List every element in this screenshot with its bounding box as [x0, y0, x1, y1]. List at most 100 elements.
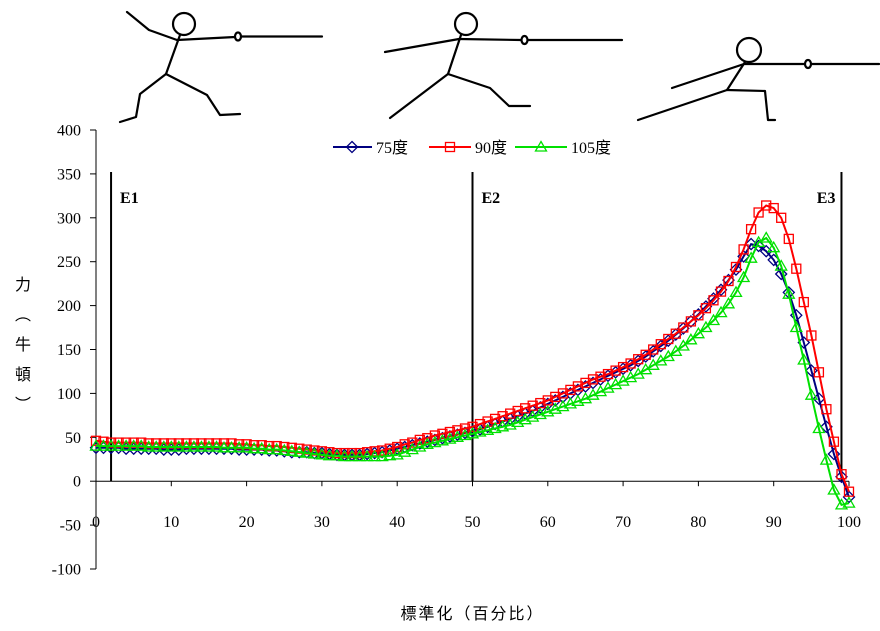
series-2-point: [474, 418, 486, 430]
series-2-point: [715, 286, 727, 297]
fencer-front-leg: [164, 72, 242, 117]
series-2-point: [587, 374, 599, 385]
y-tick-label: 300: [57, 210, 81, 227]
series-3-point: [345, 449, 359, 462]
series-3-point: [842, 496, 856, 508]
series-2-point: [700, 303, 712, 314]
series-2-point: [693, 310, 704, 321]
series-2-point: [444, 426, 456, 438]
series-3-point: [255, 441, 269, 454]
series-3-point: [164, 440, 178, 452]
series-2-point: [437, 428, 448, 439]
fencer-torso: [446, 33, 463, 76]
series-1-point: [661, 334, 675, 348]
sword-guard-icon: [520, 34, 529, 46]
series-3-point: [247, 441, 261, 454]
series-2-point: [828, 436, 840, 447]
series-2-point: [376, 445, 388, 456]
fencer-back-arm: [383, 37, 461, 54]
series-3-point: [782, 287, 796, 299]
series-3-point: [315, 448, 329, 460]
series-3-point: [691, 326, 706, 339]
x-tick-label: 100: [837, 514, 861, 531]
series-2-point: [429, 430, 441, 441]
x-tick-label: 40: [389, 514, 405, 531]
series-2-point: [753, 207, 764, 218]
series-2-point: [663, 333, 674, 345]
series-3-point: [375, 449, 389, 462]
series-2-point: [723, 275, 734, 287]
series-3-point: [797, 353, 811, 365]
series-3-point: [337, 449, 352, 462]
series-3-point: [187, 440, 201, 452]
series-1-point: [804, 364, 818, 378]
series-2-point: [806, 330, 817, 341]
series-3-point: [428, 435, 442, 448]
series-2-point: [655, 339, 666, 350]
y-tick-label: 200: [57, 298, 81, 315]
y-axis-title: 力（牛頓）: [12, 276, 29, 426]
y-tick-label: -100: [52, 562, 81, 579]
series-3-point: [804, 388, 819, 400]
series-3-point: [232, 441, 246, 453]
series-2-point: [542, 395, 553, 406]
legend-marker: [345, 140, 359, 154]
series-2-point: [399, 439, 410, 450]
series-3-point: [104, 439, 118, 451]
series-1-point: [669, 328, 683, 342]
series-3-point: [458, 428, 472, 441]
series-3-point: [285, 444, 299, 456]
series-3-point: [89, 439, 103, 451]
x-tick-label: 70: [615, 514, 631, 531]
fencer-front-leg: [725, 88, 777, 122]
legend-item-2: 90度: [429, 139, 507, 157]
series-2-point: [813, 367, 825, 378]
series-3-point: [744, 251, 758, 263]
series-3: [89, 231, 856, 510]
series-2-point: [843, 486, 855, 497]
series-3-point: [759, 231, 773, 243]
series-3-point: [157, 440, 171, 452]
series-3-point: [119, 439, 133, 451]
series-2-point: [610, 365, 621, 376]
sword-guard-icon: [803, 58, 813, 70]
series-3-point: [217, 441, 231, 453]
series-3-point: [684, 333, 698, 345]
fencer-head: [171, 11, 197, 37]
series-2-point: [783, 233, 794, 245]
y-tick-label: 350: [57, 166, 81, 183]
series-1-point: [676, 321, 690, 335]
y-tick-label: -50: [60, 518, 81, 535]
series-3-point: [239, 441, 254, 453]
series-3-point: [270, 442, 284, 455]
series-2-point: [602, 368, 614, 380]
fencer-rear-leg: [118, 72, 168, 124]
series-2-point: [467, 421, 478, 432]
series-2-point: [535, 397, 546, 409]
series-3-point: [300, 446, 314, 458]
x-tick-label: 30: [314, 514, 330, 531]
y-tick-label: 0: [73, 474, 81, 491]
series-3-point: [420, 437, 434, 449]
series-2-point: [648, 344, 659, 355]
series-1-point: [835, 470, 848, 484]
series-3-point: [367, 449, 382, 462]
x-tick-label: 60: [540, 514, 556, 531]
series-3-point: [111, 439, 126, 451]
series-1-point: [842, 490, 856, 504]
y-tick-label: 150: [57, 342, 81, 359]
series-2-point: [738, 244, 749, 255]
series-3-point: [774, 259, 788, 271]
series-2-point: [520, 403, 531, 414]
legend-label: 90度: [475, 139, 507, 157]
series-2-point: [670, 328, 681, 339]
series-3-point: [262, 442, 276, 455]
y-tick-label: 250: [57, 254, 81, 271]
fencer-back-arm: [125, 10, 179, 42]
legend: 75度 90度 105度: [333, 139, 611, 157]
series-2-point: [422, 433, 433, 444]
series-3-point: [834, 498, 849, 510]
x-tick-label: 20: [239, 514, 255, 531]
series-2-point: [776, 212, 787, 223]
